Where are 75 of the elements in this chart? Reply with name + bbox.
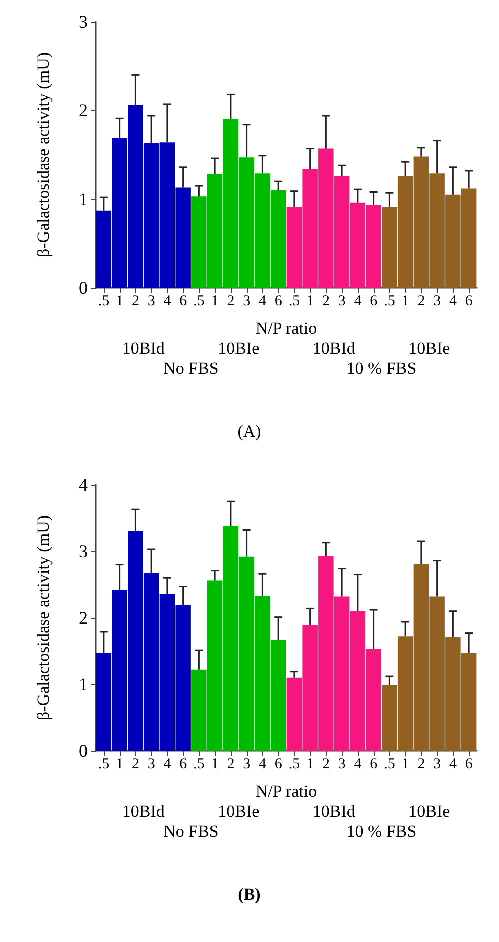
x-tick-label: 2 xyxy=(418,294,426,310)
x-tick-label: 6 xyxy=(370,294,378,310)
x-tick-label: 3 xyxy=(338,294,346,310)
y-tick-label: 3 xyxy=(79,542,88,562)
text: No FBS xyxy=(164,359,219,378)
x-tick-label: 2 xyxy=(227,756,235,772)
text: 10BId xyxy=(312,802,356,821)
x-tick-label: .5 xyxy=(384,756,396,772)
x-tick-label: 4 xyxy=(354,294,362,310)
x-tick-label: 3 xyxy=(243,294,251,310)
x-tick-label: 3 xyxy=(434,294,442,310)
x-tick-label: .5 xyxy=(194,756,205,772)
x-tick-label: 4 xyxy=(258,294,267,310)
text: 10BId xyxy=(122,802,166,821)
x-tick-label: 4 xyxy=(449,756,458,772)
text: 10BIe xyxy=(408,339,450,358)
x-tick-label: 4 xyxy=(164,294,172,310)
x-tick-label: .5 xyxy=(288,294,300,310)
x-tick-label: 3 xyxy=(148,294,156,310)
y-tick-label: 3 xyxy=(79,12,88,32)
x-tick-label: 6 xyxy=(180,756,188,772)
x-tick-label: 1 xyxy=(306,294,314,310)
text: 10BIe xyxy=(408,802,450,821)
y-axis-title: β-Galactosidase activity (mU) xyxy=(34,52,53,258)
x-tick-label: 6 xyxy=(465,294,474,310)
x-tick-label: .5 xyxy=(194,294,205,310)
x-tick-label: 2 xyxy=(132,294,140,310)
x-tick-label: 3 xyxy=(148,756,156,772)
x-tick-label: 4 xyxy=(354,756,362,772)
text: 10 % FBS xyxy=(346,822,417,841)
text: No FBS xyxy=(164,822,219,841)
x-tick-label: 2 xyxy=(322,294,330,310)
y-tick-label: 2 xyxy=(79,608,88,628)
x-tick-label: 4 xyxy=(164,756,172,772)
x-tick-label: 1 xyxy=(116,756,124,772)
y-tick-label: 1 xyxy=(79,674,88,694)
x-tick-label: 2 xyxy=(132,756,140,772)
x-tick-label: 6 xyxy=(180,294,188,310)
text: 10BIe xyxy=(218,339,260,358)
y-tick-label: 2 xyxy=(79,100,88,121)
text: (A) xyxy=(238,422,262,441)
text: 10 % FBS xyxy=(346,359,417,378)
x-tick-label: .5 xyxy=(384,294,396,310)
x-tick-label: .5 xyxy=(98,756,110,772)
x-axis-title: N/P ratio xyxy=(256,319,318,338)
x-tick-label: 3 xyxy=(243,756,251,772)
x-tick-label: 1 xyxy=(402,294,410,310)
x-tick-label: 4 xyxy=(449,294,458,310)
x-tick-label: 1 xyxy=(211,756,219,772)
x-tick-label: 6 xyxy=(274,756,283,772)
y-tick-label: 0 xyxy=(79,741,88,761)
y-tick-label: 0 xyxy=(79,278,88,298)
text: 10BId xyxy=(122,339,166,358)
x-tick-label: 1 xyxy=(306,756,314,772)
x-tick-label: .5 xyxy=(98,294,110,310)
text: (B) xyxy=(238,885,261,904)
x-tick-label: 3 xyxy=(434,756,442,772)
x-tick-label: 2 xyxy=(418,756,426,772)
y-tick-label: 4 xyxy=(79,475,88,495)
y-tick-label: 1 xyxy=(79,189,88,210)
text: 10BIe xyxy=(218,802,260,821)
x-tick-label: 6 xyxy=(274,294,283,310)
x-tick-label: 1 xyxy=(116,294,124,310)
x-tick-label: 6 xyxy=(465,756,474,772)
x-tick-label: 1 xyxy=(211,294,219,310)
x-axis-title: N/P ratio xyxy=(256,782,318,801)
x-tick-label: 2 xyxy=(227,294,235,310)
x-tick-label: 2 xyxy=(322,756,330,772)
x-tick-label: 4 xyxy=(258,756,267,772)
x-tick-label: 3 xyxy=(338,756,346,772)
x-tick-label: 6 xyxy=(370,756,378,772)
y-axis-title: β-Galactosidase activity (mU) xyxy=(34,515,53,721)
x-tick-label: .5 xyxy=(288,756,300,772)
x-tick-label: 1 xyxy=(402,756,410,772)
text: 10BId xyxy=(312,339,356,358)
